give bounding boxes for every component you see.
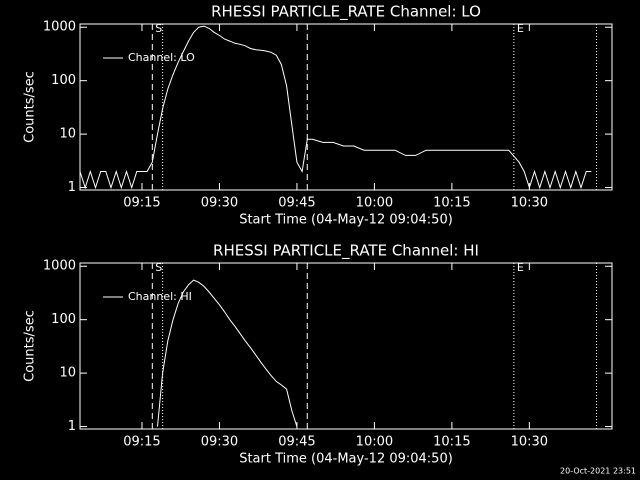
legend-label: Channel: LO <box>128 51 195 64</box>
data-line <box>79 25 592 190</box>
x-tick-label: 09:30 <box>201 435 238 450</box>
x-tick-label: 10:00 <box>356 435 393 450</box>
marker-label: E <box>517 261 524 274</box>
chart-title: RHESSI PARTICLE_RATE Channel: HI <box>213 242 479 261</box>
marker-label: S <box>155 22 162 35</box>
y-tick-label: 10 <box>59 127 76 142</box>
y-axis-label: Counts/sec <box>23 310 38 382</box>
legend-label: Channel: HI <box>128 290 192 303</box>
y-tick-label: 1000 <box>43 259 76 274</box>
x-tick-label: 09:30 <box>201 196 238 211</box>
x-axis-label: Start Time (04-May-12 09:04:50) <box>239 452 453 467</box>
chart-title: RHESSI PARTICLE_RATE Channel: LO <box>211 3 481 22</box>
y-tick-label: 100 <box>51 73 76 88</box>
marker-label: S <box>155 261 162 274</box>
x-tick-label: 10:30 <box>511 435 548 450</box>
x-tick-label: 10:00 <box>356 196 393 211</box>
footer: 20-Oct-2021 23:51 <box>560 467 636 476</box>
marker-label: E <box>517 22 524 35</box>
x-tick-label: 09:45 <box>278 196 315 211</box>
x-tick-label: 10:15 <box>433 435 470 450</box>
y-tick-label: 1000 <box>43 20 76 35</box>
x-tick-label: 09:15 <box>123 196 160 211</box>
data-line <box>157 279 298 427</box>
y-tick-label: 10 <box>59 366 76 381</box>
y-tick-label: 100 <box>51 312 76 327</box>
x-tick-label: 09:15 <box>123 435 160 450</box>
plot-frame <box>79 262 613 430</box>
y-axis-label: Counts/sec <box>23 71 38 143</box>
y-tick-label: 1 <box>68 419 76 434</box>
x-axis-label: Start Time (04-May-12 09:04:50) <box>239 213 453 228</box>
x-tick-label: 10:15 <box>433 196 470 211</box>
plot-frame <box>79 23 613 191</box>
x-tick-label: 10:30 <box>511 196 548 211</box>
x-tick-label: 09:45 <box>278 435 315 450</box>
y-tick-label: 1 <box>68 180 76 195</box>
